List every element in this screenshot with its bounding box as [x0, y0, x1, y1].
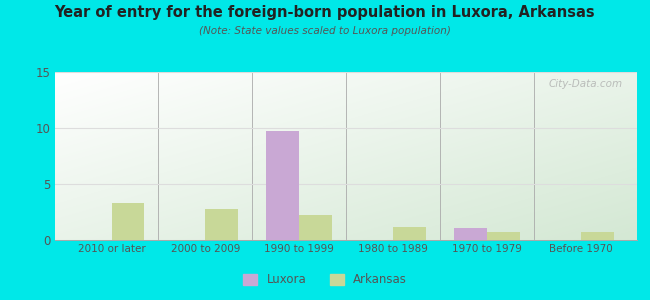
Text: (Note: State values scaled to Luxora population): (Note: State values scaled to Luxora pop… [199, 26, 451, 35]
Bar [266, 131, 299, 240]
Legend: Luxora, Arkansas: Luxora, Arkansas [238, 269, 412, 291]
Bar [580, 232, 614, 240]
Bar [393, 226, 426, 240]
Bar [205, 208, 238, 240]
Text: Year of entry for the foreign-born population in Luxora, Arkansas: Year of entry for the foreign-born popul… [55, 4, 595, 20]
Text: City-Data.com: City-Data.com [549, 79, 623, 89]
Bar [299, 215, 332, 240]
Bar [487, 232, 520, 240]
Bar [454, 228, 487, 240]
Bar [112, 203, 144, 240]
